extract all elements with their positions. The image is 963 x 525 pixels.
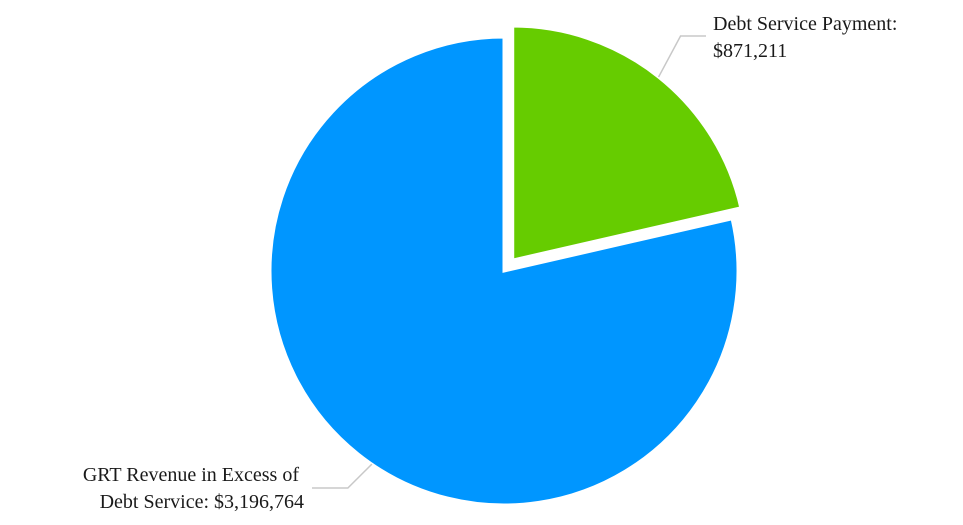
pie-slice-1 bbox=[268, 35, 740, 507]
pie-slice-0 bbox=[511, 24, 743, 262]
leader-line-debt-service bbox=[657, 35, 706, 78]
slice-label-grt-revenue-line1: GRT Revenue in Excess of bbox=[83, 464, 300, 486]
pie-slices bbox=[268, 24, 743, 507]
leader-lines bbox=[312, 35, 706, 489]
slice-label-debt-service-line2: $871,211 bbox=[713, 40, 787, 62]
slice-label-grt-revenue-line2: Debt Service: $3,196,764 bbox=[100, 491, 304, 513]
slice-label-debt-service: Debt Service Payment: $871,211 bbox=[713, 13, 902, 62]
slice-label-grt-revenue: GRT Revenue in Excess of Debt Service: $… bbox=[83, 464, 304, 513]
slice-label-debt-service-line1: Debt Service Payment: bbox=[713, 13, 897, 35]
leader-line-grt-revenue bbox=[312, 463, 373, 489]
